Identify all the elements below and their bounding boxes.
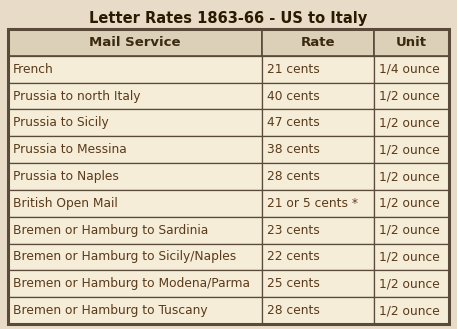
Text: 1/4 ounce: 1/4 ounce: [379, 63, 440, 76]
Bar: [261, 217, 374, 243]
Bar: [8, 29, 449, 324]
Bar: [374, 56, 449, 83]
Text: 1/2 ounce: 1/2 ounce: [379, 250, 440, 264]
Text: Prussia to north Italy: Prussia to north Italy: [13, 89, 140, 103]
Text: Prussia to Sicily: Prussia to Sicily: [13, 116, 109, 129]
Bar: [374, 297, 449, 324]
Text: 1/2 ounce: 1/2 ounce: [379, 143, 440, 156]
Text: Prussia to Messina: Prussia to Messina: [13, 143, 127, 156]
Text: 21 or 5 cents *: 21 or 5 cents *: [266, 197, 357, 210]
Bar: [8, 190, 261, 217]
Bar: [8, 110, 261, 136]
Bar: [8, 136, 261, 163]
Text: 28 cents: 28 cents: [266, 304, 319, 317]
Text: 22 cents: 22 cents: [266, 250, 319, 264]
Text: Unit: Unit: [396, 36, 427, 49]
Text: 1/2 ounce: 1/2 ounce: [379, 224, 440, 237]
Bar: [374, 190, 449, 217]
Text: 40 cents: 40 cents: [266, 89, 319, 103]
Bar: [8, 243, 261, 270]
Bar: [261, 190, 374, 217]
Text: 28 cents: 28 cents: [266, 170, 319, 183]
Text: Bremen or Hamburg to Tuscany: Bremen or Hamburg to Tuscany: [13, 304, 207, 317]
Text: Letter Rates 1863-66 - US to Italy: Letter Rates 1863-66 - US to Italy: [90, 11, 367, 26]
Text: 1/2 ounce: 1/2 ounce: [379, 304, 440, 317]
Bar: [8, 297, 261, 324]
Bar: [261, 56, 374, 83]
Bar: [374, 29, 449, 56]
Text: Mail Service: Mail Service: [89, 36, 181, 49]
Bar: [374, 270, 449, 297]
Text: Bremen or Hamburg to Sicily/Naples: Bremen or Hamburg to Sicily/Naples: [13, 250, 236, 264]
Text: British Open Mail: British Open Mail: [13, 197, 118, 210]
Text: 1/2 ounce: 1/2 ounce: [379, 116, 440, 129]
Bar: [261, 29, 374, 56]
Bar: [261, 243, 374, 270]
Bar: [374, 136, 449, 163]
Bar: [374, 163, 449, 190]
Text: 1/2 ounce: 1/2 ounce: [379, 197, 440, 210]
Text: 38 cents: 38 cents: [266, 143, 319, 156]
Text: 21 cents: 21 cents: [266, 63, 319, 76]
Bar: [8, 270, 261, 297]
Bar: [261, 297, 374, 324]
Text: Prussia to Naples: Prussia to Naples: [13, 170, 119, 183]
Text: 25 cents: 25 cents: [266, 277, 319, 290]
Bar: [8, 83, 261, 110]
Text: Bremen or Hamburg to Sardinia: Bremen or Hamburg to Sardinia: [13, 224, 208, 237]
Bar: [261, 110, 374, 136]
Bar: [8, 29, 261, 56]
Bar: [261, 270, 374, 297]
Bar: [374, 83, 449, 110]
Bar: [8, 217, 261, 243]
Text: Bremen or Hamburg to Modena/Parma: Bremen or Hamburg to Modena/Parma: [13, 277, 250, 290]
Bar: [261, 83, 374, 110]
Text: 47 cents: 47 cents: [266, 116, 319, 129]
Bar: [374, 110, 449, 136]
Text: French: French: [13, 63, 54, 76]
Bar: [261, 136, 374, 163]
Text: 1/2 ounce: 1/2 ounce: [379, 170, 440, 183]
Bar: [8, 56, 261, 83]
Text: 1/2 ounce: 1/2 ounce: [379, 89, 440, 103]
Text: Rate: Rate: [301, 36, 335, 49]
Text: 1/2 ounce: 1/2 ounce: [379, 277, 440, 290]
Bar: [261, 163, 374, 190]
Bar: [374, 243, 449, 270]
Bar: [374, 217, 449, 243]
Text: 23 cents: 23 cents: [266, 224, 319, 237]
Bar: [8, 163, 261, 190]
